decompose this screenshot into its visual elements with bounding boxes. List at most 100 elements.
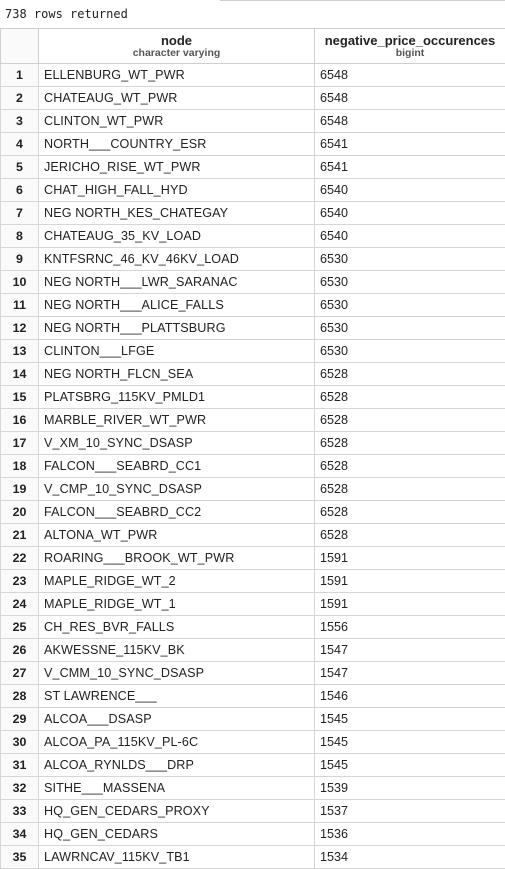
node-cell[interactable]: KNTFSRNC_46_KV_46KV_LOAD bbox=[39, 248, 315, 271]
node-cell[interactable]: NEG NORTH_FLCN_SEA bbox=[39, 363, 315, 386]
node-cell[interactable]: MAPLE_RIDGE_WT_1 bbox=[39, 593, 315, 616]
row-number-cell[interactable]: 30 bbox=[1, 731, 39, 754]
node-cell[interactable]: HQ_GEN_CEDARS_PROXY bbox=[39, 800, 315, 823]
negative-price-occurences-cell[interactable]: 6530 bbox=[315, 294, 505, 317]
negative-price-occurences-cell[interactable]: 6548 bbox=[315, 87, 505, 110]
node-cell[interactable]: MAPLE_RIDGE_WT_2 bbox=[39, 570, 315, 593]
negative-price-occurences-cell[interactable]: 1591 bbox=[315, 570, 505, 593]
row-number-cell[interactable]: 24 bbox=[1, 593, 39, 616]
column-header-negative-price-occurences[interactable]: negative_price_occurences bigint bbox=[315, 29, 505, 64]
node-cell[interactable]: ALCOA_RYNLDS___DRP bbox=[39, 754, 315, 777]
row-number-cell[interactable]: 17 bbox=[1, 432, 39, 455]
node-cell[interactable]: ST LAWRENCE___ bbox=[39, 685, 315, 708]
row-number-cell[interactable]: 6 bbox=[1, 179, 39, 202]
node-cell[interactable]: V_CMM_10_SYNC_DSASP bbox=[39, 662, 315, 685]
row-number-cell[interactable]: 1 bbox=[1, 64, 39, 87]
negative-price-occurences-cell[interactable]: 6528 bbox=[315, 409, 505, 432]
negative-price-occurences-cell[interactable]: 1556 bbox=[315, 616, 505, 639]
node-cell[interactable]: CHATEAUG_WT_PWR bbox=[39, 87, 315, 110]
row-number-cell[interactable]: 20 bbox=[1, 501, 39, 524]
negative-price-occurences-cell[interactable]: 6530 bbox=[315, 248, 505, 271]
column-header-node[interactable]: node character varying bbox=[39, 29, 315, 64]
negative-price-occurences-cell[interactable]: 6528 bbox=[315, 501, 505, 524]
row-number-cell[interactable]: 12 bbox=[1, 317, 39, 340]
node-cell[interactable]: SITHE___MASSENA bbox=[39, 777, 315, 800]
node-cell[interactable]: NEG NORTH_KES_CHATEGAY bbox=[39, 202, 315, 225]
row-number-cell[interactable]: 18 bbox=[1, 455, 39, 478]
negative-price-occurences-cell[interactable]: 1591 bbox=[315, 547, 505, 570]
negative-price-occurences-cell[interactable]: 6540 bbox=[315, 202, 505, 225]
negative-price-occurences-cell[interactable]: 6528 bbox=[315, 455, 505, 478]
node-cell[interactable]: NEG NORTH___PLATTSBURG bbox=[39, 317, 315, 340]
row-number-cell[interactable]: 19 bbox=[1, 478, 39, 501]
negative-price-occurences-cell[interactable]: 6541 bbox=[315, 156, 505, 179]
negative-price-occurences-cell[interactable]: 6548 bbox=[315, 110, 505, 133]
node-cell[interactable]: PLATSBRG_115KV_PMLD1 bbox=[39, 386, 315, 409]
row-number-cell[interactable]: 11 bbox=[1, 294, 39, 317]
row-number-cell[interactable]: 25 bbox=[1, 616, 39, 639]
row-number-cell[interactable]: 16 bbox=[1, 409, 39, 432]
row-number-cell[interactable]: 28 bbox=[1, 685, 39, 708]
negative-price-occurences-cell[interactable]: 1545 bbox=[315, 754, 505, 777]
negative-price-occurences-cell[interactable]: 6528 bbox=[315, 386, 505, 409]
node-cell[interactable]: NEG NORTH___ALICE_FALLS bbox=[39, 294, 315, 317]
row-number-cell[interactable]: 34 bbox=[1, 823, 39, 846]
negative-price-occurences-cell[interactable]: 6528 bbox=[315, 524, 505, 547]
node-cell[interactable]: FALCON___SEABRD_CC1 bbox=[39, 455, 315, 478]
row-number-cell[interactable]: 21 bbox=[1, 524, 39, 547]
negative-price-occurences-cell[interactable]: 6541 bbox=[315, 133, 505, 156]
negative-price-occurences-cell[interactable]: 6530 bbox=[315, 340, 505, 363]
negative-price-occurences-cell[interactable]: 6530 bbox=[315, 317, 505, 340]
negative-price-occurences-cell[interactable]: 1547 bbox=[315, 662, 505, 685]
row-number-cell[interactable]: 31 bbox=[1, 754, 39, 777]
negative-price-occurences-cell[interactable]: 1534 bbox=[315, 846, 505, 869]
node-cell[interactable]: CHATEAUG_35_KV_LOAD bbox=[39, 225, 315, 248]
negative-price-occurences-cell[interactable]: 1537 bbox=[315, 800, 505, 823]
row-number-cell[interactable]: 27 bbox=[1, 662, 39, 685]
node-cell[interactable]: CHAT_HIGH_FALL_HYD bbox=[39, 179, 315, 202]
row-number-cell[interactable]: 14 bbox=[1, 363, 39, 386]
row-number-cell[interactable]: 10 bbox=[1, 271, 39, 294]
node-cell[interactable]: LAWRNCAV_115KV_TB1 bbox=[39, 846, 315, 869]
row-number-cell[interactable]: 26 bbox=[1, 639, 39, 662]
node-cell[interactable]: ALTONA_WT_PWR bbox=[39, 524, 315, 547]
row-number-cell[interactable]: 8 bbox=[1, 225, 39, 248]
row-number-cell[interactable]: 29 bbox=[1, 708, 39, 731]
negative-price-occurences-cell[interactable]: 6528 bbox=[315, 432, 505, 455]
row-number-cell[interactable]: 4 bbox=[1, 133, 39, 156]
node-cell[interactable]: MARBLE_RIVER_WT_PWR bbox=[39, 409, 315, 432]
row-number-cell[interactable]: 32 bbox=[1, 777, 39, 800]
node-cell[interactable]: V_XM_10_SYNC_DSASP bbox=[39, 432, 315, 455]
node-cell[interactable]: JERICHO_RISE_WT_PWR bbox=[39, 156, 315, 179]
negative-price-occurences-cell[interactable]: 1545 bbox=[315, 731, 505, 754]
row-number-cell[interactable]: 15 bbox=[1, 386, 39, 409]
node-cell[interactable]: ALCOA___DSASP bbox=[39, 708, 315, 731]
node-cell[interactable]: ELLENBURG_WT_PWR bbox=[39, 64, 315, 87]
